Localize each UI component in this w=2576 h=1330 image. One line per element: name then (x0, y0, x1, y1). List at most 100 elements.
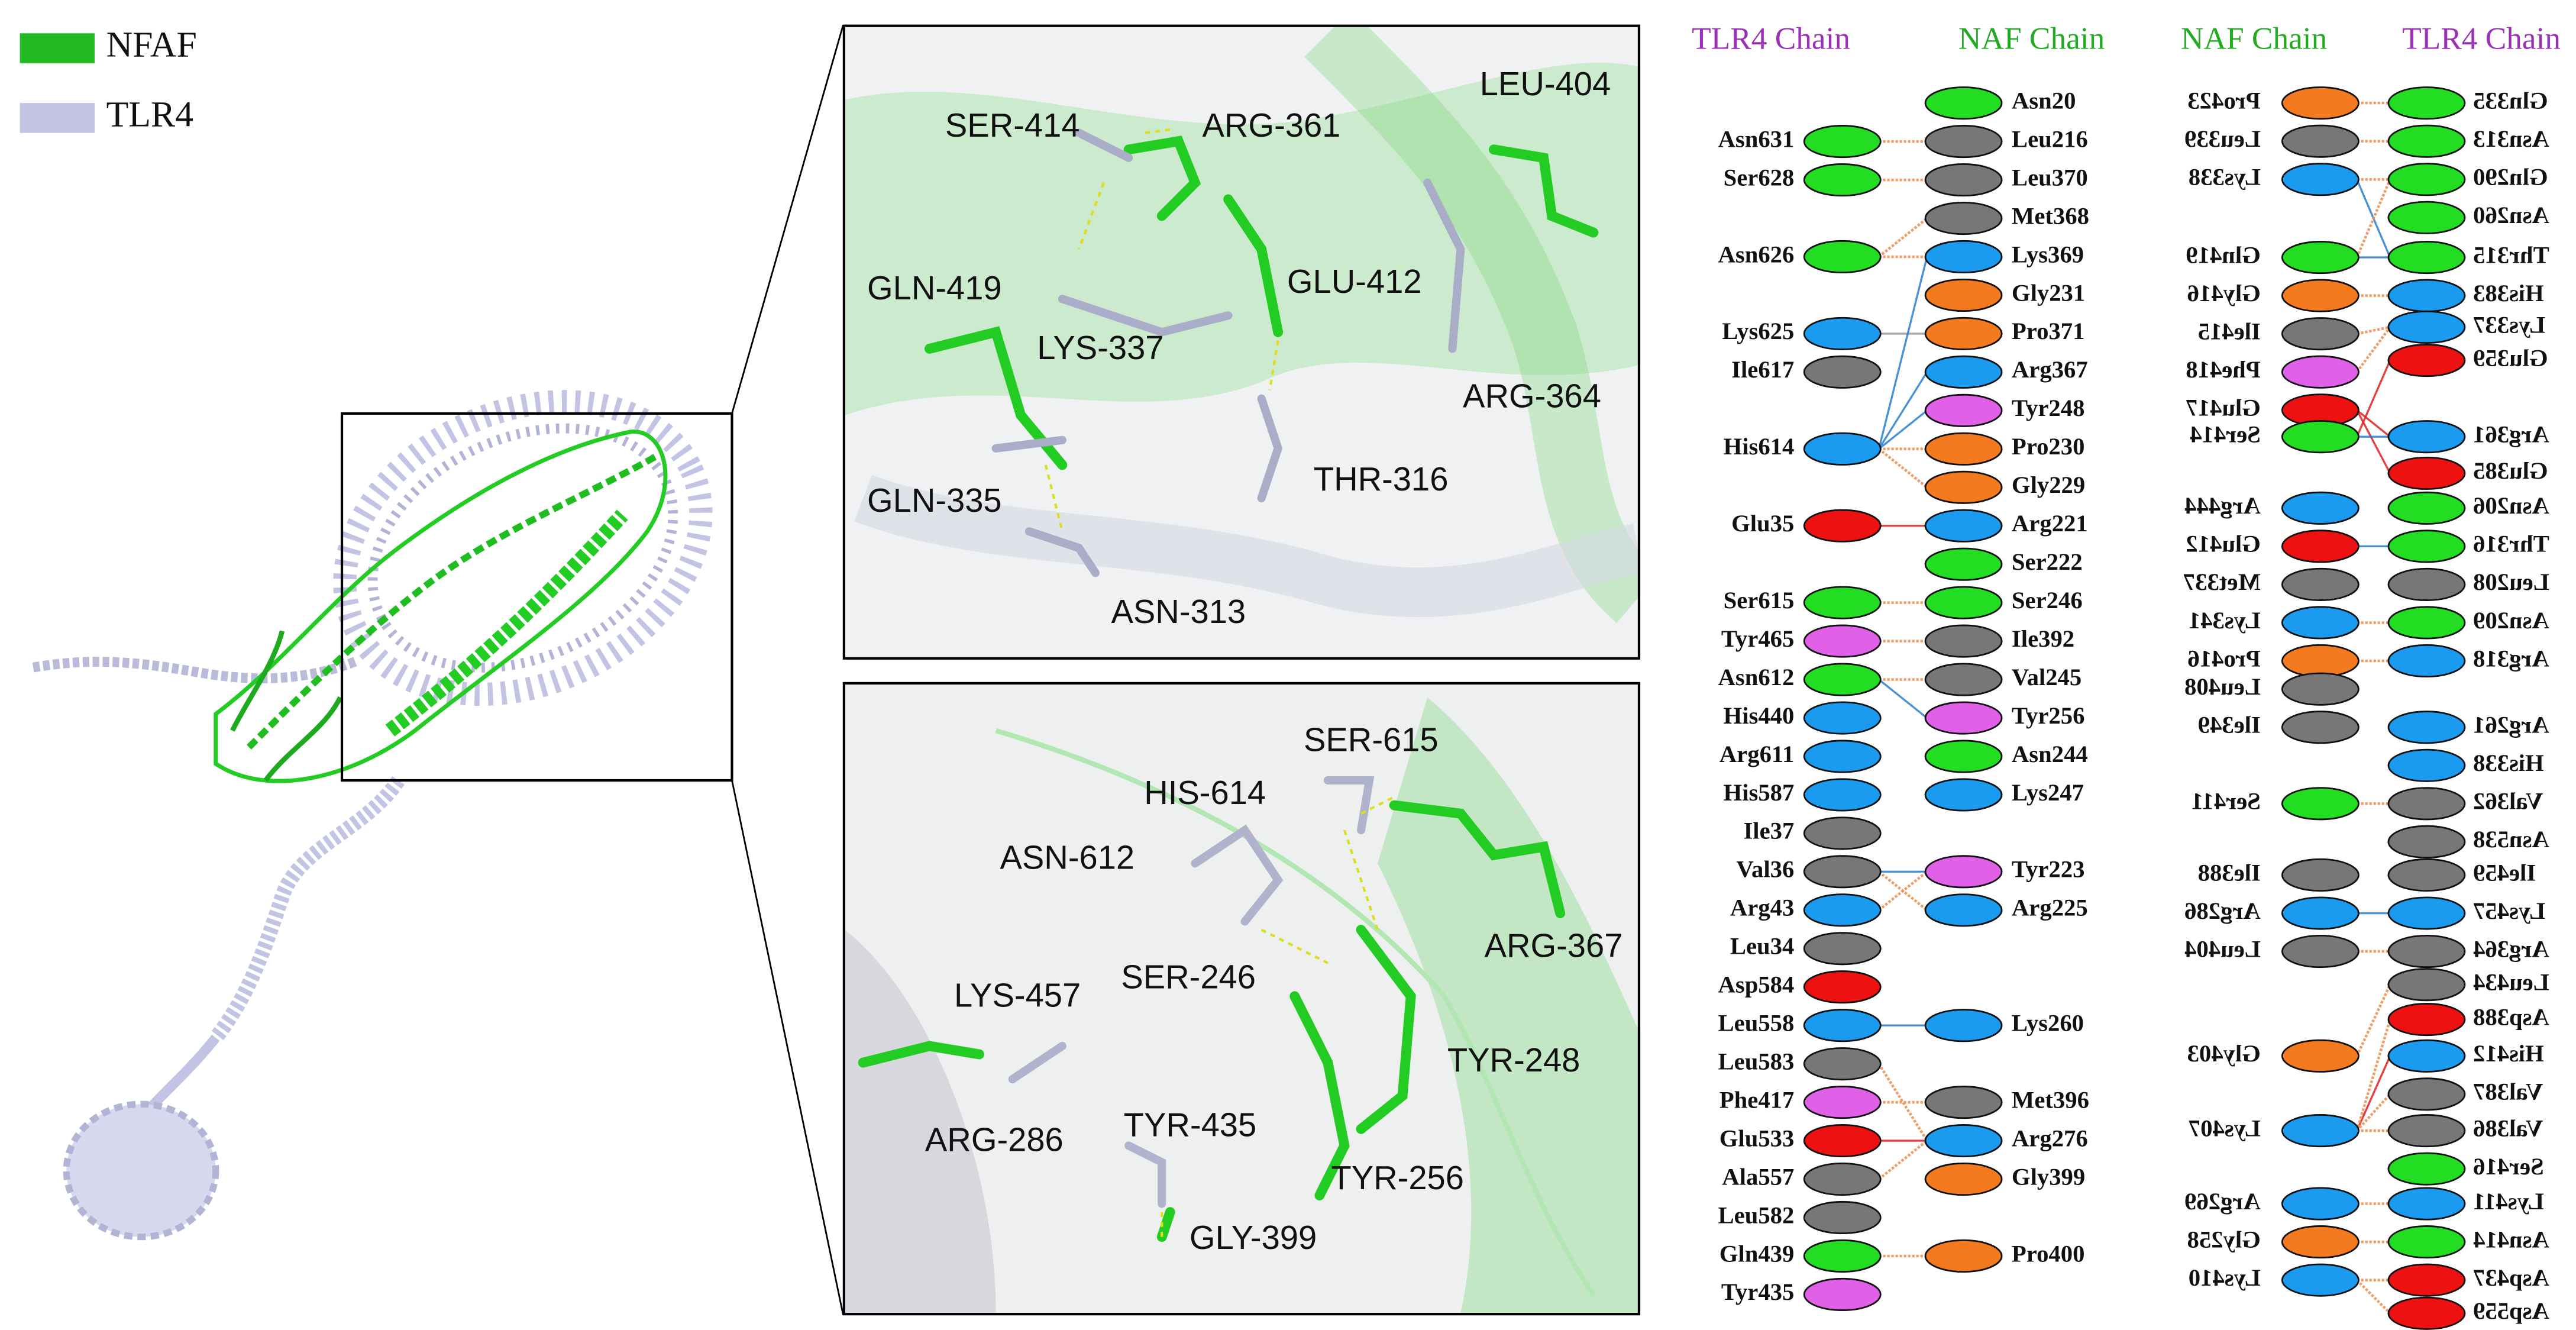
residue-label: Glu35 (1731, 510, 1794, 537)
residue-label: Asp388 (2473, 1003, 2549, 1030)
residue-label: Asn244 (2012, 741, 2088, 767)
residue-marker (1803, 509, 1882, 543)
residue-marker (2387, 310, 2466, 344)
interaction-line (2355, 326, 2391, 373)
residue-marker (2387, 858, 2466, 892)
residue-label: Ser615 (1724, 587, 1795, 614)
zoom-connector (731, 780, 844, 1315)
residue-label: Lys247 (2012, 779, 2084, 806)
residue-label: Ser414 (2190, 421, 2261, 447)
residue-label: TYR-256 (1331, 1159, 1464, 1196)
residue-label: Arg611 (1720, 741, 1795, 767)
residue-label: Asn626 (1718, 241, 1795, 267)
interaction-line (2357, 325, 2391, 335)
residue-label: SER-414 (945, 106, 1080, 144)
residue-label: Gln439 (1720, 1240, 1795, 1267)
residue-marker (1803, 1009, 1882, 1042)
residue-label: LEU-404 (1480, 65, 1611, 102)
interaction-line (2356, 409, 2391, 438)
residue-label: GLN-335 (867, 482, 1002, 519)
residue-marker (1924, 355, 2003, 389)
residue-label: Met368 (2012, 202, 2089, 229)
residue-label: Arg43 (1730, 895, 1794, 921)
residue-marker (2281, 1187, 2360, 1221)
residue-label: HIS-614 (1144, 774, 1266, 811)
residue-marker (2281, 606, 2360, 640)
residue-marker (2281, 934, 2360, 969)
residue-marker (2387, 787, 2466, 821)
chain-header: NAF Chain (1958, 21, 2105, 56)
interaction-line (2356, 360, 2391, 437)
residue-label: Pro416 (2187, 645, 2261, 672)
residue-label: Lys625 (1722, 318, 1794, 344)
residue-marker (1803, 893, 1882, 927)
residue-label: His614 (1724, 433, 1795, 460)
residue-label: Lys369 (2012, 241, 2084, 267)
residue-marker (1924, 1009, 2003, 1042)
residue-marker (1803, 932, 1882, 966)
residue-label: Leu34 (1730, 933, 1794, 960)
residue-label: Leu370 (2012, 164, 2088, 191)
residue-label: Arg367 (2012, 356, 2088, 383)
residue-marker (1803, 740, 1882, 773)
residue-label: Leu558 (1718, 1010, 1795, 1037)
residue-label: Ile617 (1731, 356, 1794, 383)
residue-marker (2387, 644, 2466, 678)
residue-marker (1924, 278, 2003, 312)
residue-label: Tyr435 (1721, 1279, 1795, 1305)
residue-marker (2281, 896, 2360, 930)
residue-marker (1924, 393, 2003, 427)
residue-label: Asn206 (2473, 492, 2549, 519)
residue-marker (2387, 491, 2466, 525)
residue-label: Ile392 (2012, 625, 2074, 652)
residue-marker (2387, 934, 2466, 969)
residue-marker (2281, 1263, 2360, 1297)
residue-label: Asn612 (1718, 664, 1795, 690)
residue-label: Arg364 (2473, 935, 2549, 962)
residue-label: Ile459 (2473, 859, 2536, 886)
residue-marker (2281, 711, 2360, 744)
residue-marker (1803, 317, 1882, 350)
residue-label: His383 (2473, 280, 2544, 306)
zoom-connector (731, 24, 844, 414)
residue-label: Gly229 (2012, 472, 2085, 498)
residue-label: Ser628 (1724, 164, 1795, 191)
residue-marker (2387, 241, 2466, 275)
residue-marker (1924, 470, 2003, 504)
residue-label: Tyr465 (1721, 625, 1795, 652)
residue-label: Gln419 (2186, 241, 2261, 268)
residue-marker (1803, 816, 1882, 850)
residue-label: LYS-337 (1037, 329, 1163, 366)
residue-label: ARG-367 (1485, 927, 1623, 964)
residue-label: Val362 (2473, 788, 2543, 815)
residue-label: Leu408 (2184, 673, 2261, 700)
residue-label: Ser416 (2473, 1153, 2544, 1180)
residue-marker (2387, 1152, 2466, 1186)
residue-marker (1924, 778, 2003, 812)
residue-marker (1803, 240, 1882, 274)
residue-marker (2281, 86, 2360, 120)
residue-label: Lys338 (2189, 164, 2261, 191)
residue-label: His338 (2473, 750, 2544, 776)
residue-marker (1803, 586, 1882, 619)
residue-marker (1924, 1086, 2003, 1119)
residue-label: GLN-419 (867, 269, 1002, 306)
residue-marker (1924, 240, 2003, 274)
residue-label: ASN-313 (1111, 593, 1246, 630)
residue-marker (2281, 491, 2360, 525)
residue-marker (1924, 586, 2003, 619)
residue-label: Ser222 (2012, 548, 2083, 575)
chain-header: TLR4 Chain (2402, 21, 2561, 56)
residue-label: Met396 (2012, 1086, 2089, 1113)
residue-marker (2387, 530, 2466, 563)
interaction-line (1878, 371, 1928, 450)
residue-label: Asn260 (2473, 202, 2549, 228)
residue-marker (1924, 547, 2003, 581)
residue-label: Lys337 (2473, 311, 2545, 338)
residue-marker (2387, 711, 2466, 744)
residue-label: Gly231 (2012, 279, 2085, 306)
residue-label: Asn414 (2473, 1226, 2549, 1252)
legend-label: NFAF (106, 25, 197, 65)
residue-marker (1803, 663, 1882, 696)
